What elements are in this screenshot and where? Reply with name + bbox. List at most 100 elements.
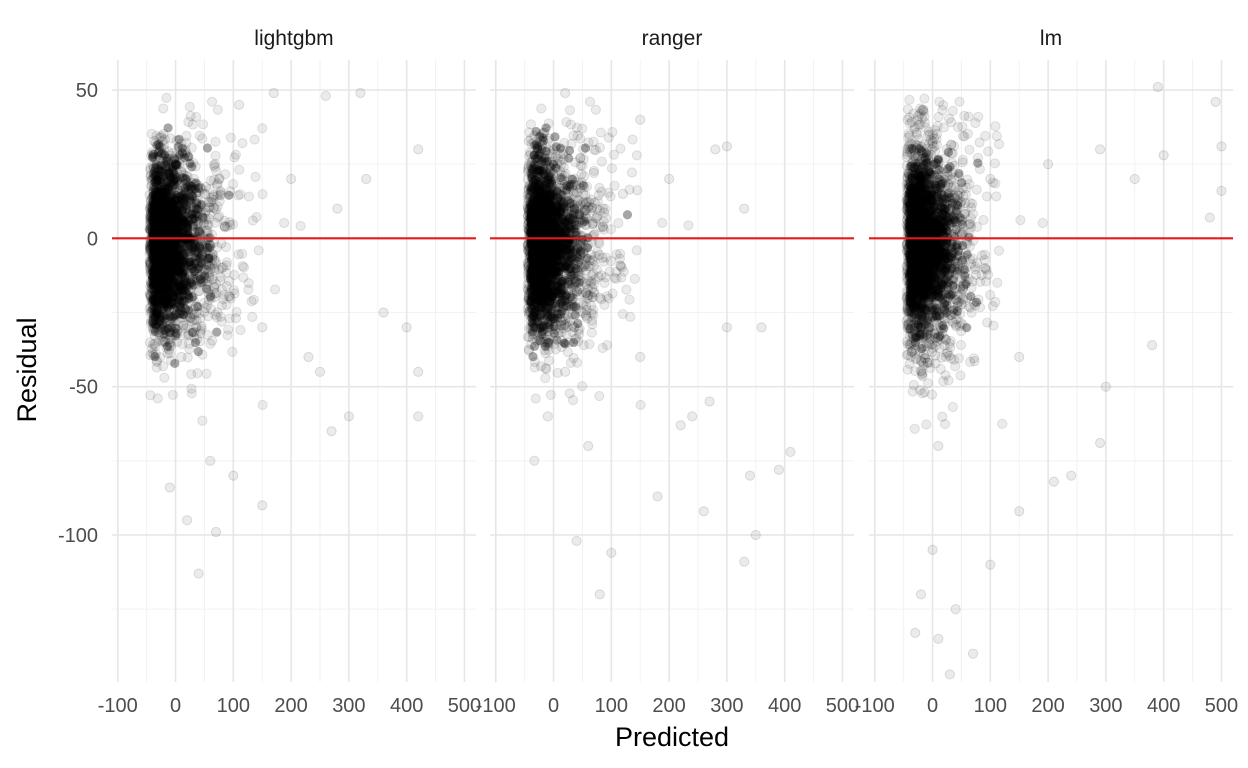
data-point <box>192 368 203 379</box>
data-point <box>163 164 174 175</box>
data-point <box>183 247 195 259</box>
data-point <box>210 150 221 161</box>
data-point <box>227 346 238 357</box>
data-point <box>171 285 182 296</box>
data-point <box>174 179 185 190</box>
data-point <box>188 157 199 168</box>
data-point <box>153 244 164 255</box>
data-point <box>187 162 197 172</box>
data-point <box>152 296 163 307</box>
data-point <box>178 185 189 196</box>
data-point <box>162 300 173 311</box>
data-point <box>564 153 574 163</box>
data-point <box>173 262 184 273</box>
data-point <box>157 242 167 253</box>
data-point <box>295 220 306 232</box>
data-point <box>156 236 167 247</box>
data-point <box>199 188 210 199</box>
data-point <box>161 206 173 218</box>
data-point <box>165 287 177 299</box>
data-point <box>145 212 156 223</box>
data-point <box>145 214 156 225</box>
data-point <box>152 166 164 177</box>
data-point <box>146 204 157 215</box>
data-point <box>214 210 225 222</box>
data-point <box>186 142 197 153</box>
data-point <box>169 261 180 272</box>
data-point <box>187 273 198 285</box>
data-point <box>568 337 579 348</box>
data-point <box>627 134 638 145</box>
data-point <box>150 187 161 199</box>
data-point <box>163 123 173 133</box>
data-point <box>155 280 167 291</box>
data-point <box>152 140 162 150</box>
data-point <box>596 270 607 281</box>
data-point <box>657 217 668 228</box>
data-point <box>195 325 206 336</box>
data-point <box>168 277 179 288</box>
data-point <box>153 201 164 212</box>
data-point <box>195 253 205 263</box>
data-point <box>279 217 290 228</box>
data-point <box>560 318 571 329</box>
data-point <box>238 272 249 283</box>
data-point <box>246 296 257 307</box>
data-point <box>160 201 171 213</box>
data-point <box>186 388 197 399</box>
data-point <box>156 243 167 255</box>
data-point <box>166 209 177 220</box>
data-point <box>166 213 177 224</box>
data-point <box>243 191 255 202</box>
data-point <box>586 327 597 338</box>
data-point <box>571 187 582 199</box>
data-point <box>190 245 201 256</box>
data-point <box>582 253 592 263</box>
data-point <box>578 180 588 191</box>
data-point <box>158 234 169 245</box>
data-point <box>157 245 169 256</box>
data-point <box>233 190 244 201</box>
data-point <box>188 177 199 188</box>
data-point <box>145 169 157 180</box>
data-point <box>191 188 202 199</box>
data-point <box>146 215 157 226</box>
data-point <box>219 221 230 232</box>
data-point <box>579 171 590 182</box>
data-point <box>187 218 198 229</box>
data-point <box>613 218 624 229</box>
data-point <box>172 309 184 320</box>
data-point <box>165 311 175 321</box>
data-point <box>614 253 626 264</box>
data-point <box>243 277 254 289</box>
data-point <box>228 178 239 190</box>
data-point <box>164 185 174 195</box>
data-point <box>164 280 175 291</box>
data-point <box>151 303 162 315</box>
panel-lightgbm: lightgbm-100 0 100 200 300 400 500 <box>98 27 481 717</box>
data-point <box>221 221 233 232</box>
data-point <box>326 426 337 437</box>
data-point <box>147 205 158 216</box>
data-point <box>170 269 181 280</box>
data-point <box>154 311 165 322</box>
data-point <box>606 163 618 174</box>
data-point <box>179 178 190 190</box>
data-point <box>148 339 159 350</box>
data-point <box>146 175 157 186</box>
data-point <box>361 173 372 185</box>
data-point <box>145 217 156 228</box>
data-point <box>220 169 231 180</box>
data-point <box>597 203 608 214</box>
data-point <box>163 158 174 169</box>
data-point <box>209 288 220 299</box>
data-point <box>178 173 189 184</box>
data-point <box>225 219 236 231</box>
data-point <box>148 349 159 361</box>
data-point <box>596 156 607 167</box>
data-point <box>181 300 192 312</box>
data-point <box>624 294 635 305</box>
data-point <box>160 292 171 303</box>
data-point <box>157 311 169 322</box>
